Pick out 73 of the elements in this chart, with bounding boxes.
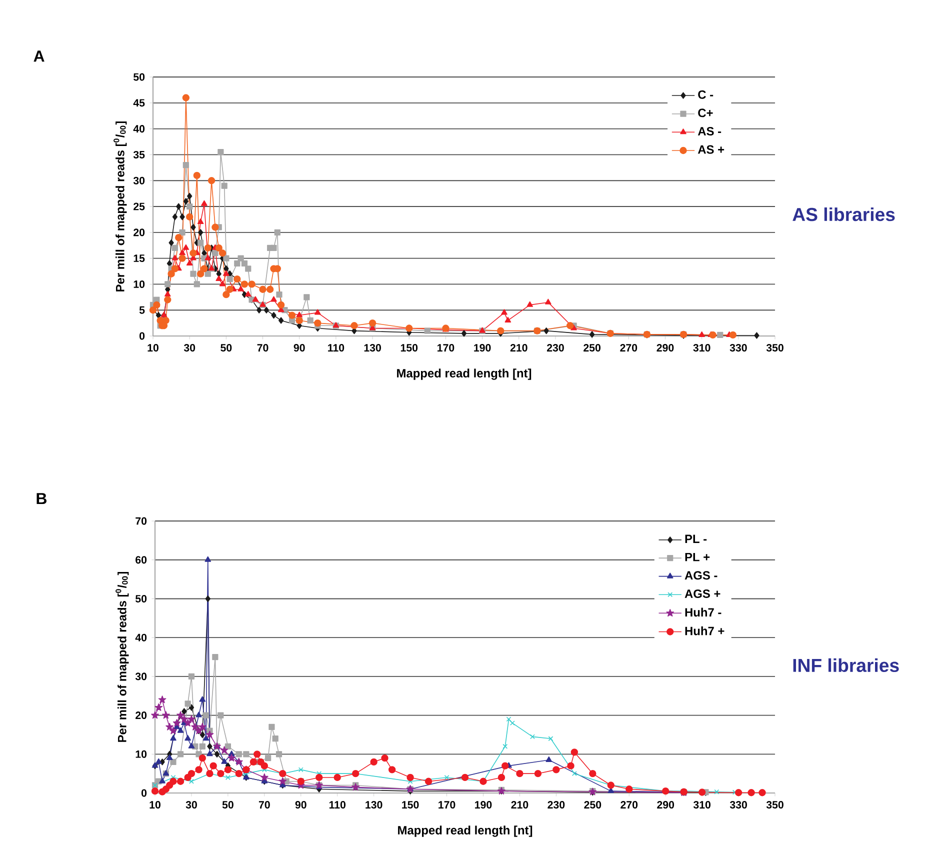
x-axis-title: Mapped read length [nt]: [398, 826, 532, 837]
x-tick-label: 170: [438, 344, 454, 352]
x-tick-label: 110: [329, 801, 346, 809]
text: AS libraries: [792, 207, 895, 222]
x-tick-label: 130: [366, 801, 382, 809]
y-tick-label: 5: [139, 306, 145, 314]
x-tick-label: 190: [475, 801, 492, 809]
x-tick-label: 250: [584, 344, 600, 352]
legend-label: PL -: [685, 534, 707, 543]
y-tick-label: 30: [133, 176, 145, 184]
y-tick-label: 0: [139, 332, 145, 340]
y-tick-label: 0: [141, 789, 147, 797]
chart-title: A: [34, 50, 44, 62]
x-axis-title: Mapped read length [nt]: [397, 368, 532, 380]
x-tick-label: 70: [257, 344, 268, 352]
x-tick-label: 230: [548, 801, 565, 809]
x-tick-label: 330: [730, 344, 747, 352]
y-axis-title: Per mill of mapped reads [$^{0}$/$_{00}$]: [114, 121, 127, 292]
x-tick-label: 270: [620, 344, 638, 352]
y-tick-label: 30: [135, 672, 147, 680]
y-tick-label: 20: [136, 712, 147, 720]
x-tick-label: 150: [400, 344, 418, 352]
y-tick-label: 40: [135, 634, 147, 642]
legend-label: AS +: [698, 145, 724, 154]
legend-label: Huh7 -: [685, 608, 722, 617]
x-tick-label: 190: [474, 344, 491, 352]
y-axis-title: Per mill of mapped reads [$^{0}$/$_{00}$]: [116, 572, 129, 742]
x-tick-label: 50: [222, 801, 234, 809]
y-tick-label: 15: [134, 254, 145, 262]
y-tick-label: 50: [134, 73, 145, 81]
x-tick-label: 290: [657, 801, 674, 809]
x-tick-label: 330: [730, 801, 747, 809]
x-tick-label: 290: [656, 344, 674, 352]
x-tick-label: 10: [150, 801, 160, 809]
x-tick-label: 130: [364, 344, 381, 352]
x-tick-label: 50: [220, 344, 232, 352]
y-tick-label: 10: [134, 280, 145, 288]
legend-label: AS -: [698, 126, 722, 136]
x-tick-label: 90: [294, 344, 305, 352]
chart-title: B: [36, 493, 46, 504]
x-tick-label: 10: [148, 344, 158, 352]
y-tick-label: 60: [136, 556, 147, 564]
y-tick-label: 25: [134, 202, 145, 210]
text: INF libraries: [793, 658, 899, 672]
x-tick-label: 310: [693, 801, 710, 809]
x-tick-label: 350: [766, 801, 784, 809]
x-tick-label: 70: [258, 801, 270, 809]
y-tick-label: 50: [136, 594, 147, 602]
x-tick-label: 230: [546, 344, 564, 352]
y-tick-label: 10: [136, 750, 147, 758]
x-tick-label: 170: [438, 801, 456, 809]
y-tick-label: 70: [136, 517, 147, 525]
x-tick-label: 270: [620, 801, 638, 809]
y-tick-label: 40: [133, 125, 145, 133]
x-tick-label: 30: [184, 344, 196, 352]
legend-label: AGS -: [684, 571, 718, 580]
x-tick-label: 110: [328, 344, 344, 352]
y-tick-label: 45: [133, 99, 145, 107]
x-tick-label: 250: [584, 801, 602, 809]
legend-label: C+: [698, 108, 713, 118]
x-tick-label: 210: [510, 344, 528, 352]
x-tick-label: 310: [693, 344, 710, 352]
x-tick-label: 30: [186, 801, 197, 809]
x-tick-label: 210: [511, 801, 528, 809]
x-tick-label: 90: [295, 801, 306, 809]
legend-label: Huh7 +: [685, 626, 724, 636]
legend-label: C -: [698, 90, 714, 99]
x-tick-label: 150: [402, 801, 419, 809]
y-tick-label: 35: [133, 150, 145, 158]
legend-label: AGS +: [684, 589, 720, 598]
legend-label: PL +: [685, 552, 710, 562]
y-tick-label: 20: [134, 228, 145, 236]
x-tick-label: 350: [766, 344, 784, 352]
